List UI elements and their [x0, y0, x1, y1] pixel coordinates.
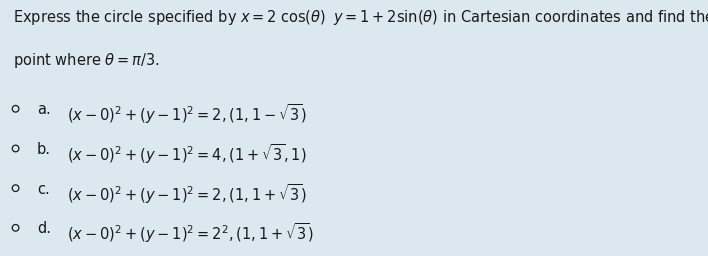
Text: $(x - 0)^2 + (y - 1)^2 = 2, (1, 1 + \sqrt{3})$: $(x - 0)^2 + (y - 1)^2 = 2, (1, 1 + \sqr… [67, 182, 307, 206]
Text: d.: d. [37, 221, 51, 237]
Text: Express the circle specified by $x = 2\;\cos(\theta)\;\;y = 1 + 2\sin(\theta)$ i: Express the circle specified by $x = 2\;… [13, 8, 708, 27]
Text: $(x - 0)^2 + (y - 1)^2 = 2^2, (1, 1 + \sqrt{3})$: $(x - 0)^2 + (y - 1)^2 = 2^2, (1, 1 + \s… [67, 221, 314, 245]
Text: b.: b. [37, 142, 51, 157]
Text: $(x - 0)^2 + (y - 1)^2 = 4, (1 + \sqrt{3}, 1)$: $(x - 0)^2 + (y - 1)^2 = 4, (1 + \sqrt{3… [67, 142, 307, 166]
Text: c.: c. [37, 182, 50, 197]
Text: $(x - 0)^2 + (y - 1)^2 = 2, (1, 1 - \sqrt{3})$: $(x - 0)^2 + (y - 1)^2 = 2, (1, 1 - \sqr… [67, 102, 307, 126]
Text: a.: a. [37, 102, 50, 118]
Text: point where $\theta = \pi/3$.: point where $\theta = \pi/3$. [13, 51, 159, 70]
